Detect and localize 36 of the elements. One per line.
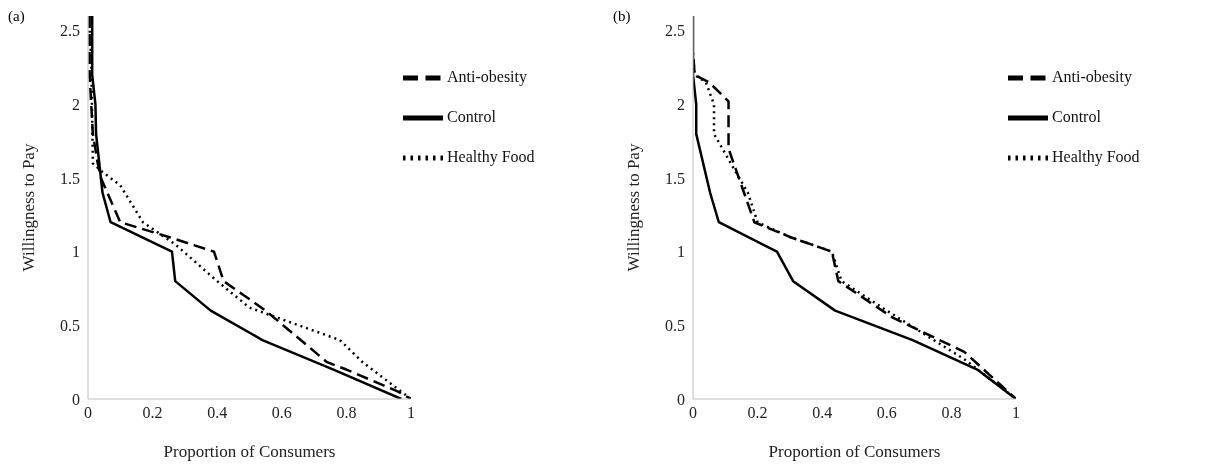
y-tick-label: 2.5 xyxy=(665,22,685,40)
x-tick-label: 0 xyxy=(84,404,92,422)
x-axis-title: Proportion of Consumers xyxy=(768,442,941,461)
y-tick-label: 1 xyxy=(72,243,80,261)
x-tick-label: 0.8 xyxy=(336,404,357,422)
y-axis-title: Willingness to Pay xyxy=(624,143,644,272)
y-tick-label: 1.5 xyxy=(665,169,685,187)
x-tick-label: 0.6 xyxy=(271,404,292,422)
legend-label: Control xyxy=(1052,107,1101,125)
y-tick-label: 1.5 xyxy=(60,169,80,187)
y-tick-label: 0.5 xyxy=(665,317,685,335)
y-tick-label: 2 xyxy=(72,96,80,114)
x-tick-label: 0.2 xyxy=(142,404,163,422)
legend-label: Anti-obesity xyxy=(1052,67,1132,85)
y-tick-label: 0 xyxy=(72,390,80,408)
y-tick-label: 2 xyxy=(677,96,685,114)
x-tick-label: 0.6 xyxy=(876,404,897,422)
y-tick-label: 1 xyxy=(677,243,685,261)
y-axis-title: Willingness to Pay xyxy=(19,143,39,272)
x-tick-label: 0.4 xyxy=(812,404,833,422)
y-tick-label: 0 xyxy=(677,390,685,408)
chart-title: (b) xyxy=(613,8,631,25)
legend-label: Healthy Food xyxy=(447,147,535,165)
x-tick-label: 0 xyxy=(689,404,697,422)
chart-title: (a) xyxy=(8,8,25,25)
legend-label: Anti-obesity xyxy=(447,67,527,85)
legend-label: Healthy Food xyxy=(1052,147,1140,165)
y-tick-label: 0.5 xyxy=(60,317,80,335)
legend-label: Control xyxy=(447,107,496,125)
x-tick-label: 1 xyxy=(1012,404,1020,422)
x-tick-label: 0.8 xyxy=(941,404,962,422)
x-tick-label: 0.4 xyxy=(207,404,228,422)
y-tick-label: 2.5 xyxy=(60,22,80,40)
x-tick-label: 1 xyxy=(407,404,415,422)
x-axis-title: Proportion of Consumers xyxy=(163,442,336,461)
x-tick-label: 0.2 xyxy=(747,404,768,422)
